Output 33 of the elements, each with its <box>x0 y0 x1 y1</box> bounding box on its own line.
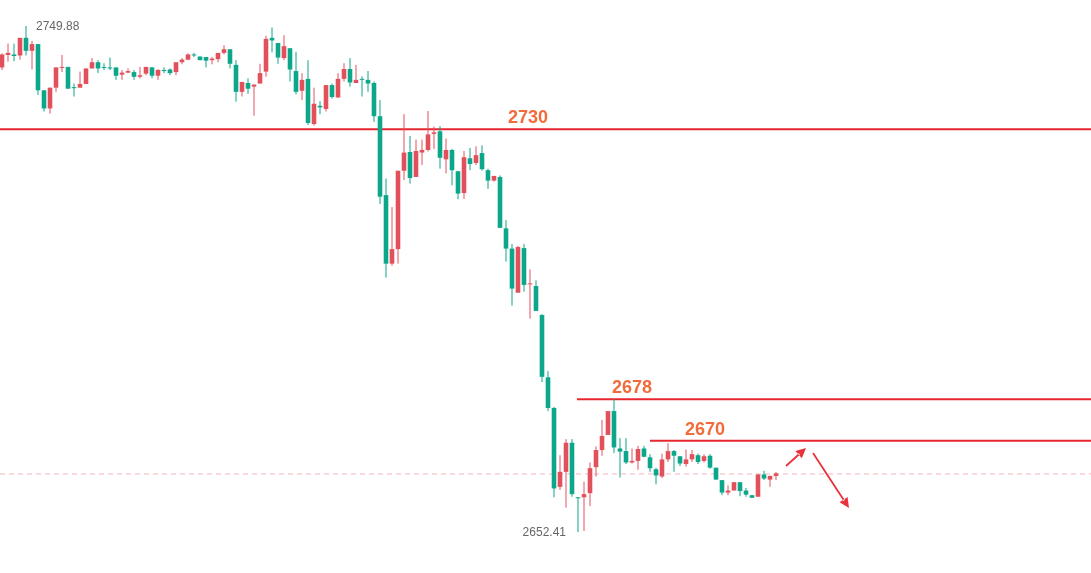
candlestick <box>485 168 491 190</box>
candlestick <box>131 69 137 81</box>
candlestick <box>503 219 509 263</box>
candlestick <box>275 42 281 65</box>
candlestick <box>683 449 689 468</box>
ref-line-label: 2730 <box>507 107 549 128</box>
candlestick <box>155 68 161 81</box>
candlestick <box>467 147 473 171</box>
candlestick <box>125 67 131 74</box>
candlestick <box>203 56 209 68</box>
candlestick <box>617 437 623 479</box>
candlestick <box>773 471 779 481</box>
annotation: 2652.41 <box>522 525 567 539</box>
candlestick <box>227 48 233 69</box>
candlestick <box>77 71 83 89</box>
candlestick <box>659 453 665 479</box>
candlestick <box>767 474 773 488</box>
candlestick <box>221 44 227 55</box>
candlestick <box>419 139 425 166</box>
candlestick <box>53 66 59 93</box>
annotation: 2749.88 <box>36 19 80 33</box>
candlestick <box>137 66 143 79</box>
candlestick <box>287 47 293 82</box>
candlestick <box>389 206 395 267</box>
candlestick <box>671 449 677 473</box>
candlestick <box>257 63 263 85</box>
candlestick <box>29 40 35 70</box>
ref-line-label: 2670 <box>684 418 726 439</box>
candlestick <box>245 77 251 95</box>
candlestick <box>365 70 371 93</box>
candlestick <box>11 43 17 62</box>
candlestick <box>431 126 437 150</box>
ref-line-label: 2678 <box>611 377 653 398</box>
